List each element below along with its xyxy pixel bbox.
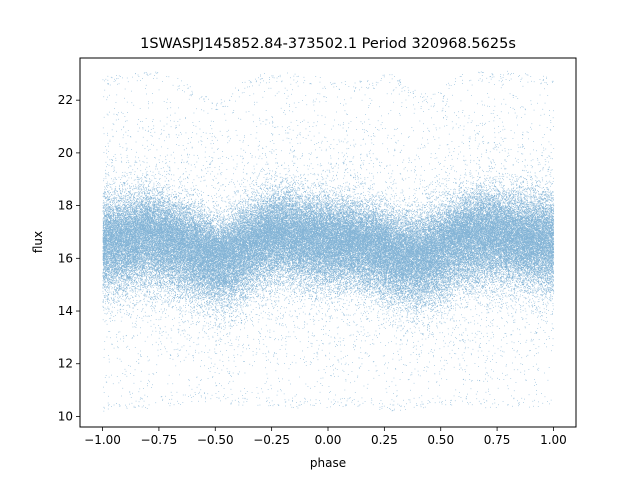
y-tick-label: 16 <box>58 251 73 265</box>
x-tick-label: 1.00 <box>540 433 567 447</box>
x-tick-label: 0.00 <box>315 433 342 447</box>
x-axis-ticks: −1.00 −0.75 −0.50 −0.25 0.00 0.25 0.50 0.75 1.00 <box>84 427 567 447</box>
x-tick-label: −0.25 <box>253 433 290 447</box>
y-tick-label: 10 <box>58 409 73 423</box>
x-axis-label: phase <box>310 456 346 470</box>
y-axis-ticks: 10 12 14 16 18 20 22 <box>58 93 80 423</box>
chart-title: 1SWASPJ145852.84-373502.1 Period 320968.… <box>140 36 516 52</box>
y-tick-label: 18 <box>58 199 73 213</box>
x-tick-label: −1.00 <box>84 433 121 447</box>
y-axis-label: flux <box>31 231 45 253</box>
data-points-layer <box>102 70 555 412</box>
y-tick-label: 14 <box>58 304 73 318</box>
y-tick-label: 12 <box>58 357 73 371</box>
y-tick-label: 22 <box>58 93 73 107</box>
x-tick-label: 0.50 <box>427 433 454 447</box>
x-tick-label: −0.50 <box>197 433 234 447</box>
y-tick-label: 20 <box>58 146 73 160</box>
x-tick-label: 0.75 <box>484 433 511 447</box>
x-tick-label: −0.75 <box>141 433 178 447</box>
x-tick-label: 0.25 <box>371 433 398 447</box>
data-point-cloud <box>102 70 555 412</box>
